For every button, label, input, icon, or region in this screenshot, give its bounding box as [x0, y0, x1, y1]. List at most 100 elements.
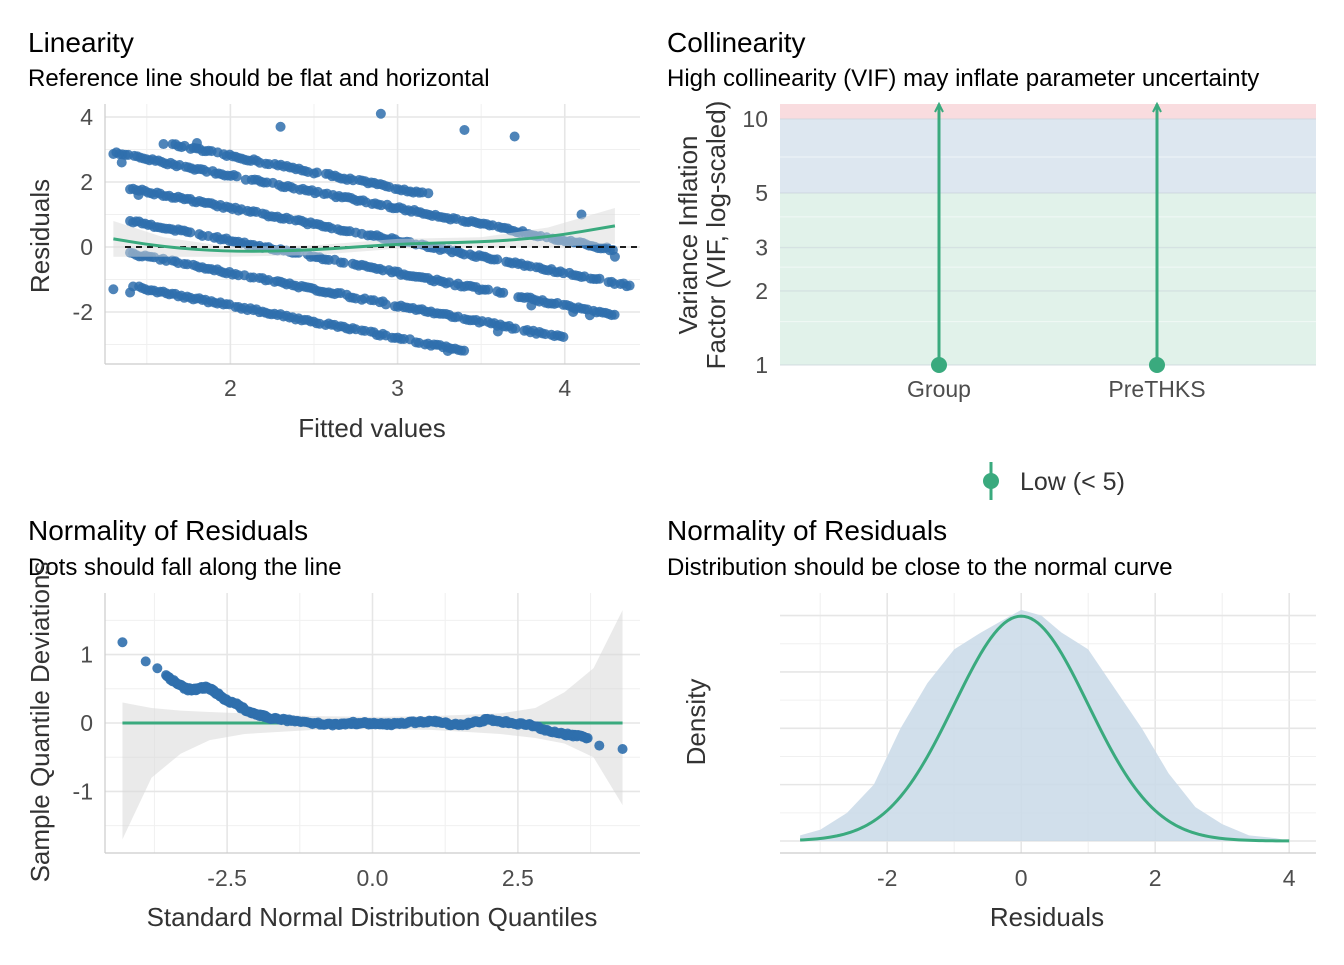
y-tick-label: 3	[755, 235, 768, 261]
y-tick-label: 2	[80, 169, 93, 195]
residual-point	[158, 139, 169, 150]
panel-density: Normality of Residuals Distribution shou…	[667, 515, 1316, 932]
vif-arrow	[934, 101, 944, 113]
residual-point	[125, 287, 136, 298]
residual-point	[459, 345, 470, 356]
vif-band	[780, 104, 1316, 119]
residual-point	[338, 257, 349, 268]
legend-key-dot	[983, 473, 999, 489]
residual-point	[275, 121, 286, 132]
linearity-subtitle: Reference line should be flat and horizo…	[28, 65, 490, 92]
collinearity-tick-labels: Group PreTHKS 1 2 3 5 10	[742, 106, 1205, 402]
y-tick-label: 1	[80, 642, 93, 668]
residual-point	[498, 287, 509, 298]
residual-point	[311, 167, 322, 178]
qq-point	[617, 744, 628, 754]
qq-point	[152, 663, 163, 674]
x-tick-label: 3	[391, 375, 404, 401]
residual-point	[558, 331, 569, 342]
y-tick-label: 5	[755, 180, 768, 206]
y-tick-label: 0	[80, 234, 93, 260]
linearity-y-label: Residuals	[25, 179, 55, 293]
linearity-title: Linearity	[28, 27, 134, 58]
residual-point	[423, 188, 434, 199]
x-tick-label: 2	[1149, 865, 1162, 891]
residual-point	[380, 299, 391, 310]
linearity-x-label: Fitted values	[298, 413, 445, 443]
collinearity-grid	[780, 118, 1316, 366]
y-tick-label: -2	[73, 299, 93, 325]
residual-point	[185, 227, 196, 238]
x-tick-label: Group	[907, 376, 971, 402]
x-tick-label: 4	[1283, 865, 1296, 891]
qq-point	[140, 656, 151, 667]
vif-arrow	[1152, 101, 1162, 113]
y-tick-label: 2	[755, 278, 768, 304]
vif-point	[1149, 357, 1165, 373]
x-tick-label: 2.5	[502, 865, 534, 891]
collinearity-y-label-line1: Variance Inflation	[673, 136, 703, 335]
x-tick-label: PreTHKS	[1108, 376, 1205, 402]
qq-x-label: Standard Normal Distribution Quantiles	[147, 902, 598, 932]
linearity-smooth-line	[113, 224, 616, 253]
y-tick-label: -1	[73, 778, 93, 804]
x-tick-label: -2.5	[207, 865, 247, 891]
qq-point	[117, 637, 128, 648]
qq-y-label: Sample Quantile Deviations	[25, 562, 55, 883]
y-tick-label: 10	[742, 106, 768, 132]
linearity-tick-labels: 2 3 4 -2 0 2 4	[73, 104, 572, 401]
residual-point	[492, 254, 503, 265]
linearity-points	[108, 108, 635, 356]
collinearity-legend: Low (< 5)	[983, 462, 1125, 500]
residual-point	[526, 300, 537, 311]
residual-point	[609, 251, 620, 262]
y-tick-label: 4	[80, 104, 93, 130]
qq-title: Normality of Residuals	[28, 515, 308, 546]
residual-point	[442, 346, 453, 356]
density-y-label: Density	[681, 679, 711, 766]
vif-band	[780, 193, 1316, 365]
qq-point	[594, 740, 605, 751]
residual-point	[576, 209, 587, 220]
linearity-smooth-band	[113, 208, 615, 257]
panel-qq: -2.5 0.0 2.5 -1 0 1 Normality of Residuals Do…	[25, 515, 640, 932]
residual-point	[483, 284, 494, 295]
collinearity-title: Collinearity	[667, 27, 806, 58]
density-x-label: Residuals	[990, 902, 1104, 932]
smooth-confidence-band	[113, 208, 615, 257]
density-title: Normality of Residuals	[667, 515, 947, 546]
residual-point	[191, 138, 202, 148]
residual-point	[231, 171, 242, 182]
collinearity-y-label-line2: Factor (VIF, log-scaled)	[701, 101, 731, 370]
residual-point	[492, 326, 503, 337]
vif-point	[931, 357, 947, 373]
residual-point	[510, 323, 521, 334]
qq-points	[117, 637, 628, 754]
qq-point	[582, 733, 593, 744]
residual-point	[624, 280, 635, 291]
x-tick-label: 2	[224, 375, 237, 401]
x-tick-label: 0.0	[357, 865, 389, 891]
residual-point	[584, 310, 595, 321]
panel-collinearity: Group PreTHKS 1 2 3 5 10 Collinearity High col…	[667, 27, 1316, 500]
x-tick-label: 0	[1015, 865, 1028, 891]
residual-point	[609, 309, 620, 320]
density-tick-labels: -2 0 2 4	[877, 865, 1296, 891]
y-tick-label: 0	[80, 710, 93, 736]
residual-point	[459, 125, 470, 135]
vif-band	[780, 118, 1316, 194]
residual-point	[375, 108, 386, 119]
x-tick-label: 4	[558, 375, 571, 401]
collinearity-vif-bands	[780, 104, 1316, 365]
residual-point	[108, 284, 119, 295]
qq-subtitle: Dots should fall along the line	[28, 554, 342, 581]
residual-point	[116, 157, 127, 168]
qq-tick-labels: -2.5 0.0 2.5 -1 0 1	[73, 642, 534, 891]
residual-point	[568, 307, 579, 317]
residual-point	[133, 190, 144, 200]
density-subtitle: Distribution should be close to the norm…	[667, 554, 1173, 581]
collinearity-vif-bars	[931, 101, 1165, 373]
collinearity-y-label: Variance Inflation Factor (VIF, log-scal…	[673, 101, 731, 370]
